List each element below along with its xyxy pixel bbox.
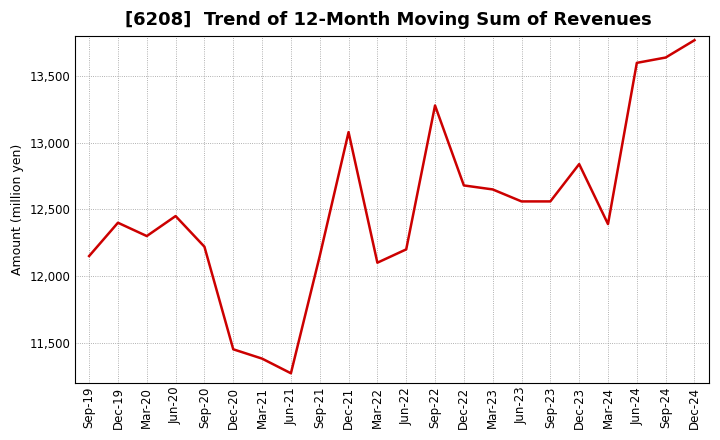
Y-axis label: Amount (million yen): Amount (million yen) xyxy=(11,144,24,275)
Text: [6208]  Trend of 12-Month Moving Sum of Revenues: [6208] Trend of 12-Month Moving Sum of R… xyxy=(125,11,652,29)
